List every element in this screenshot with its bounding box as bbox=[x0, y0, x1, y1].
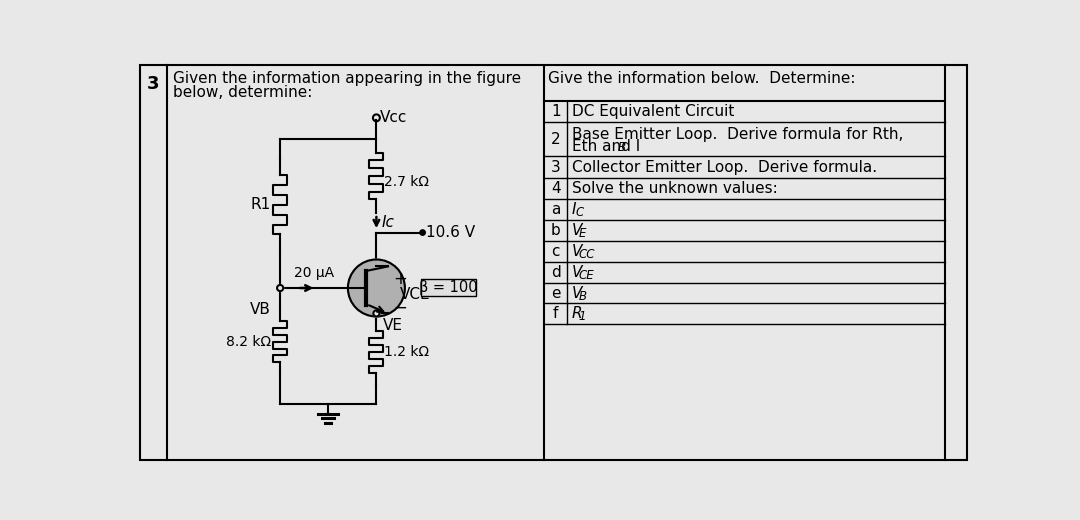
Text: B: B bbox=[618, 141, 626, 154]
Text: V: V bbox=[572, 285, 582, 301]
Text: d: d bbox=[551, 265, 561, 280]
Text: E: E bbox=[579, 227, 586, 240]
Text: VB: VB bbox=[251, 302, 271, 317]
Text: 2.7 kΩ: 2.7 kΩ bbox=[384, 175, 429, 189]
Text: 4: 4 bbox=[551, 181, 561, 196]
Text: a: a bbox=[551, 202, 561, 217]
Text: C: C bbox=[576, 206, 584, 219]
Text: 2: 2 bbox=[551, 132, 561, 147]
Text: Base Emitter Loop.  Derive formula for Rth,: Base Emitter Loop. Derive formula for Rt… bbox=[572, 127, 903, 142]
Text: VE: VE bbox=[382, 318, 403, 333]
Text: β = 100: β = 100 bbox=[419, 280, 478, 295]
Text: 1: 1 bbox=[579, 310, 586, 323]
Text: Vcc: Vcc bbox=[379, 110, 407, 125]
Bar bbox=[421, 279, 476, 296]
Text: CE: CE bbox=[579, 269, 594, 282]
Text: f: f bbox=[553, 306, 558, 321]
Text: VCE: VCE bbox=[400, 287, 430, 302]
Text: 8.2 kΩ: 8.2 kΩ bbox=[226, 334, 271, 348]
Circle shape bbox=[348, 259, 405, 317]
Text: V: V bbox=[572, 244, 582, 259]
Text: 3: 3 bbox=[147, 75, 160, 94]
Text: Eth and I: Eth and I bbox=[572, 139, 640, 154]
Text: +: + bbox=[393, 270, 407, 288]
Text: 1: 1 bbox=[551, 104, 561, 119]
Circle shape bbox=[374, 310, 379, 317]
Circle shape bbox=[278, 285, 283, 291]
Text: Given the information appearing in the figure: Given the information appearing in the f… bbox=[173, 71, 522, 86]
Text: 3: 3 bbox=[551, 160, 561, 175]
Text: c: c bbox=[552, 244, 561, 259]
Text: 1.2 kΩ: 1.2 kΩ bbox=[384, 345, 429, 359]
Text: V: V bbox=[572, 223, 582, 238]
Text: b: b bbox=[551, 223, 561, 238]
Text: Ic: Ic bbox=[382, 215, 394, 230]
Text: Collector Emitter Loop.  Derive formula.: Collector Emitter Loop. Derive formula. bbox=[572, 160, 877, 175]
Text: I: I bbox=[572, 202, 577, 217]
Text: V: V bbox=[572, 265, 582, 280]
Text: R1: R1 bbox=[251, 198, 271, 212]
Text: below, determine:: below, determine: bbox=[173, 85, 312, 100]
Text: 10.6 V: 10.6 V bbox=[427, 225, 475, 240]
Text: 20 μA: 20 μA bbox=[294, 266, 334, 280]
Text: DC Equivalent Circuit: DC Equivalent Circuit bbox=[572, 104, 734, 119]
Text: −: − bbox=[393, 298, 407, 316]
Text: CC: CC bbox=[579, 248, 595, 261]
Text: e: e bbox=[551, 285, 561, 301]
Text: B: B bbox=[579, 290, 586, 303]
Text: Give the information below.  Determine:: Give the information below. Determine: bbox=[549, 71, 855, 86]
Text: R: R bbox=[572, 306, 582, 321]
Circle shape bbox=[420, 230, 426, 235]
Text: Solve the unknown values:: Solve the unknown values: bbox=[572, 181, 778, 196]
